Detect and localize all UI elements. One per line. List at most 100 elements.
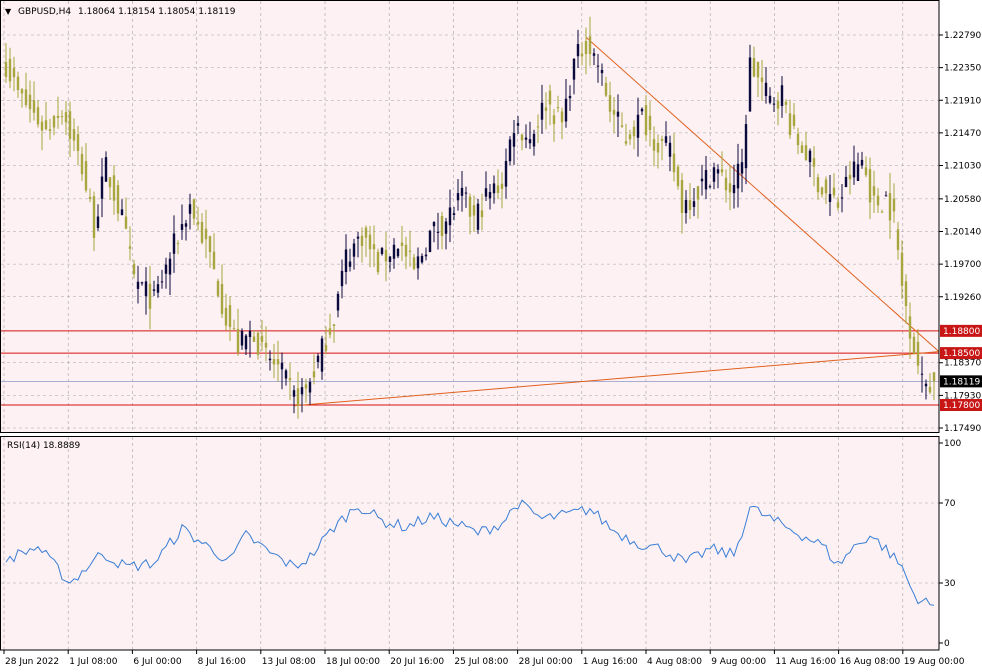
candle-body	[616, 111, 620, 117]
candle-body	[248, 330, 252, 338]
candle-body	[156, 284, 160, 293]
time-tick-label: 9 Aug 00:00	[711, 657, 766, 667]
candle-body	[704, 169, 708, 190]
candle-body	[112, 175, 116, 201]
descending-trend-line[interactable]	[585, 36, 940, 352]
chart-ohlc: 1.18064 1.18154 1.18054 1.18119	[78, 7, 236, 17]
candle-body	[684, 200, 688, 214]
candle-body	[576, 44, 580, 57]
candle-body	[64, 112, 68, 123]
candle-body	[352, 243, 356, 257]
candle-body	[108, 177, 112, 188]
candle-body	[24, 89, 28, 106]
candle-body	[664, 136, 668, 143]
candle-body	[192, 199, 196, 219]
candle-body	[32, 100, 36, 113]
price-tick-label: 1.22350	[944, 64, 981, 74]
candle-body	[80, 153, 84, 175]
candle-body	[128, 246, 132, 249]
candle-body	[628, 134, 632, 140]
candle-body	[388, 256, 392, 262]
candle-body	[480, 210, 484, 218]
rsi-axis: 100 70 30 0	[939, 439, 961, 649]
candle-body	[828, 194, 832, 202]
candle-body	[444, 221, 448, 234]
candle-body	[800, 145, 804, 153]
candle-body	[384, 249, 388, 262]
candle-body	[60, 116, 64, 118]
time-tick-label: 1 Jul 08:00	[69, 657, 118, 667]
candle-body	[244, 335, 248, 350]
candle-body	[4, 62, 8, 77]
candle-body	[600, 69, 604, 74]
candle-body	[56, 115, 60, 119]
candle-body	[16, 76, 20, 91]
candle-body	[364, 227, 368, 238]
rsi-tick-label: 30	[944, 579, 956, 589]
symbol-direction-icon: ▼	[5, 7, 12, 16]
candle-body	[96, 216, 100, 229]
candle-body	[412, 257, 416, 269]
candle-body	[860, 159, 864, 166]
candle-body	[520, 134, 524, 141]
candle-body	[792, 114, 796, 126]
ascending-trend-line[interactable]	[293, 351, 940, 407]
candle-body	[928, 386, 932, 393]
candle-body	[360, 235, 364, 247]
candle-body	[376, 251, 380, 273]
candle-body	[484, 188, 488, 197]
candle-body	[468, 196, 472, 217]
candle-body	[892, 198, 896, 212]
candle-body	[440, 216, 444, 237]
candle-body	[512, 133, 516, 147]
horizontal-levels[interactable]	[1, 330, 939, 406]
candle-body	[436, 231, 440, 233]
candle-body	[144, 281, 148, 297]
candle-body	[700, 178, 704, 182]
time-tick-label: 28 Jul 00:00	[519, 657, 573, 667]
candle-body	[884, 195, 888, 197]
candle-body	[736, 163, 740, 189]
candle-body	[280, 362, 284, 370]
candle-body	[588, 36, 592, 55]
price-tick-label: 1.22790	[944, 31, 981, 41]
candle-body	[644, 105, 648, 136]
rsi-pane-border	[0, 436, 940, 651]
candle-body	[148, 283, 152, 309]
candle-body	[240, 330, 244, 346]
candle-body	[540, 102, 544, 120]
current-price-tag	[940, 375, 982, 388]
candle-body	[172, 233, 176, 254]
trend-lines[interactable]	[293, 36, 940, 407]
candle-body	[28, 94, 32, 110]
candle-body	[756, 61, 760, 78]
rsi-tick-label: 0	[944, 639, 950, 649]
candle-body	[564, 98, 568, 122]
candle-body	[220, 284, 224, 314]
candle-body	[532, 133, 536, 147]
rsi-line	[5, 499, 935, 606]
level-price-tag	[940, 324, 982, 337]
candle-body	[336, 293, 340, 311]
time-tick-label: 25 Jul 08:00	[454, 657, 508, 667]
candle-body	[396, 248, 400, 257]
candle-body	[660, 138, 664, 141]
candle-body	[768, 95, 772, 103]
level-price-tag-label: 1.17800	[943, 401, 980, 411]
candle-body	[380, 248, 384, 255]
candle-body	[92, 196, 96, 239]
candle-body	[348, 261, 352, 267]
price-tick-label: 1.17490	[944, 424, 981, 434]
time-tick-label: 16 Aug 08:00	[840, 657, 901, 667]
candle-body	[556, 107, 560, 109]
candle-body	[268, 358, 272, 361]
candle-body	[356, 236, 360, 239]
candle-body	[672, 153, 676, 173]
candle-body	[180, 224, 184, 230]
candle-body	[8, 58, 12, 82]
candle-body	[572, 58, 576, 80]
price-tick-label: 1.21030	[944, 162, 981, 172]
candle-body	[416, 256, 420, 269]
candle-body	[832, 187, 836, 196]
